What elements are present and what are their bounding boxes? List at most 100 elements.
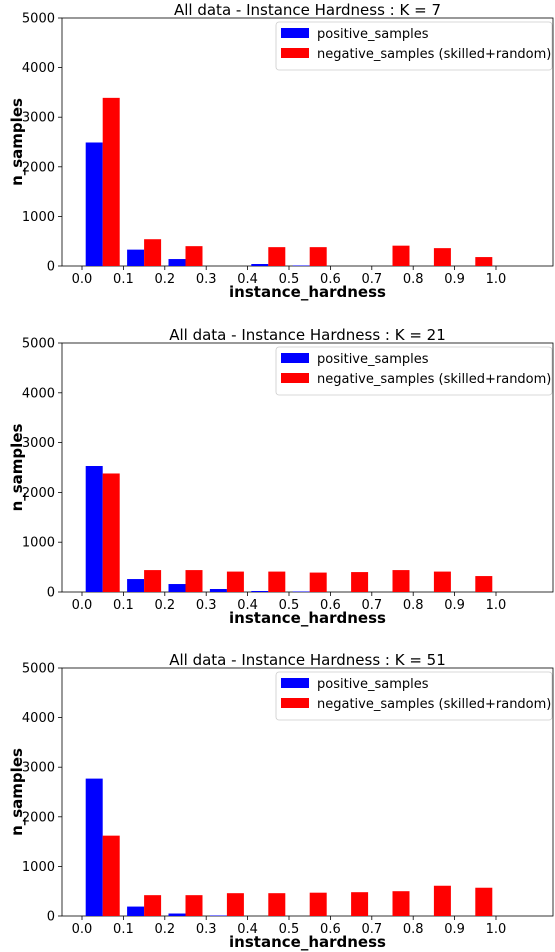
negative-bar: [309, 892, 327, 916]
negative-bar: [392, 570, 410, 592]
positive-bar: [127, 579, 145, 592]
x-tick-label: 1.0: [486, 922, 507, 937]
x-tick-label: 0.7: [361, 922, 382, 937]
y-tick-label: 5000: [22, 337, 55, 352]
x-tick-label: 0.9: [444, 922, 465, 937]
x-axis-label: instance_hardness: [229, 283, 386, 301]
x-tick-label: 1.0: [486, 598, 507, 613]
negative-bar: [226, 571, 244, 592]
x-tick-label: 0.0: [72, 272, 93, 287]
x-tick-label: 1.0: [486, 272, 507, 287]
negative-bar: [392, 891, 410, 916]
chart-title: All data - Instance Hardness : K = 51: [169, 651, 446, 669]
positive-bar: [168, 913, 186, 916]
positive-bar: [209, 589, 227, 592]
legend-swatch: [281, 48, 309, 58]
negative-bar: [309, 247, 327, 266]
chart-title: All data - Instance Hardness : K = 7: [174, 1, 441, 19]
x-tick-label: 0.5: [279, 272, 300, 287]
x-axis-label: instance_hardness: [229, 609, 386, 627]
y-tick-label: 4000: [22, 386, 55, 401]
negative-bar: [309, 572, 327, 592]
y-tick-label: 0: [47, 260, 55, 275]
y-tick-label: 5000: [22, 12, 55, 27]
positive-bar: [127, 249, 145, 266]
legend-box: [275, 346, 553, 396]
x-tick-label: 0.3: [196, 272, 217, 287]
y-axis-label: n_samples: [8, 748, 26, 836]
x-tick-label: 0.0: [72, 598, 93, 613]
x-tick-label: 0.9: [444, 598, 465, 613]
x-tick-label: 0.1: [113, 598, 134, 613]
legend-swatch: [281, 353, 309, 363]
negative-bar: [351, 892, 369, 916]
x-tick-label: 0.4: [237, 272, 258, 287]
x-tick-label: 0.9: [444, 272, 465, 287]
negative-bar: [433, 885, 451, 916]
y-tick-label: 2000: [22, 486, 55, 501]
legend-label: negative_samples (skilled+random): [317, 697, 551, 712]
y-axis-label: n_samples: [8, 98, 26, 186]
negative-bar: [392, 245, 410, 266]
x-tick-label: 0.2: [154, 598, 175, 613]
positive-bar: [85, 142, 103, 266]
x-tick-label: 0.7: [361, 272, 382, 287]
positive-bar: [85, 778, 103, 916]
negative-bar: [185, 895, 203, 916]
y-tick-label: 5000: [22, 662, 55, 677]
negative-bar: [144, 570, 162, 592]
negative-bar: [268, 893, 286, 916]
negative-bar: [102, 97, 120, 266]
y-tick-label: 4000: [22, 711, 55, 726]
legend-label: positive_samples: [317, 27, 429, 42]
chart-panel-3: All data - Instance Hardness : K = 51 0 10…: [8, 651, 554, 951]
negative-bar: [433, 571, 451, 592]
positive-bar: [168, 584, 186, 592]
x-tick-label: 0.3: [196, 598, 217, 613]
negative-bar: [226, 893, 244, 916]
negative-bar: [475, 257, 493, 266]
positive-bar: [85, 466, 103, 592]
y-tick-label: 1000: [22, 210, 55, 225]
chart-title: All data - Instance Hardness : K = 21: [169, 326, 446, 344]
negative-bar: [475, 887, 493, 916]
negative-bar: [433, 248, 451, 266]
x-tick-label: 0.3: [196, 922, 217, 937]
x-tick-label: 0.0: [72, 922, 93, 937]
y-tick-label: 3000: [22, 761, 55, 776]
x-tick-label: 0.6: [320, 922, 341, 937]
x-tick-label: 0.6: [320, 272, 341, 287]
y-tick-label: 1000: [22, 860, 55, 875]
negative-bar: [144, 239, 162, 266]
x-tick-label: 0.4: [237, 922, 258, 937]
legend-swatch: [281, 373, 309, 383]
legend-label: negative_samples (skilled+random): [317, 47, 551, 62]
y-tick-label: 0: [47, 586, 55, 601]
x-tick-label: 0.2: [154, 272, 175, 287]
negative-bar: [475, 576, 493, 592]
x-tick-label: 0.4: [237, 598, 258, 613]
legend-label: positive_samples: [317, 352, 429, 367]
x-tick-label: 0.5: [279, 598, 300, 613]
y-tick-label: 2000: [22, 160, 55, 175]
legend-label: negative_samples (skilled+random): [317, 372, 551, 387]
legend-box: [275, 671, 553, 721]
negative-bar: [102, 835, 120, 916]
x-axis-label: instance_hardness: [229, 933, 386, 951]
legend-label: positive_samples: [317, 677, 429, 692]
x-tick-label: 0.8: [403, 922, 424, 937]
y-tick-label: 0: [47, 910, 55, 925]
y-tick-label: 3000: [22, 436, 55, 451]
x-tick-label: 0.7: [361, 598, 382, 613]
negative-bar: [351, 572, 369, 592]
positive-bar: [251, 264, 269, 266]
legend-swatch: [281, 678, 309, 688]
negative-bar: [268, 571, 286, 592]
y-tick-label: 3000: [22, 111, 55, 126]
negative-bar: [268, 247, 286, 266]
positive-bar: [251, 591, 269, 592]
negative-bar: [102, 473, 120, 592]
y-tick-label: 2000: [22, 810, 55, 825]
x-tick-label: 0.8: [403, 598, 424, 613]
negative-bar: [185, 246, 203, 266]
